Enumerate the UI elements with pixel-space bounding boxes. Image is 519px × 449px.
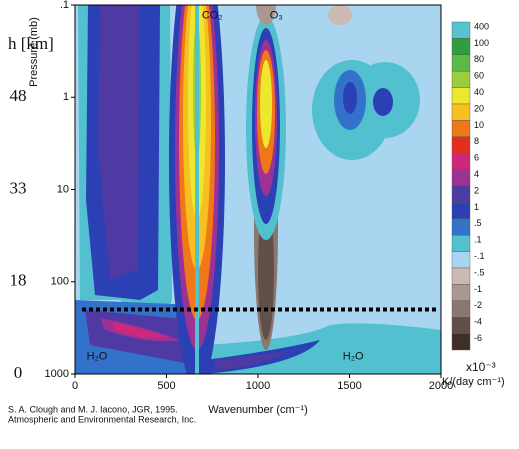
colorbar-cell	[451, 103, 471, 121]
left-axis-title: h [km]	[8, 34, 54, 53]
contour-region	[373, 88, 393, 116]
colorbar-label: 40	[474, 87, 484, 97]
contour-region	[256, 5, 276, 25]
annotation: H₂O	[87, 351, 108, 363]
contour-region	[343, 82, 357, 114]
colorbar-cell	[451, 234, 471, 252]
y-tick-label: 1	[63, 91, 69, 103]
colorbar-cell	[451, 120, 471, 138]
y-tick-label: 100	[51, 276, 69, 288]
colorbar-label: -2	[474, 300, 482, 310]
colorbar-label: -4	[474, 317, 482, 327]
x-tick-label: 500	[157, 380, 175, 392]
x-tick-label: 2000	[429, 380, 453, 392]
annotation: CO₂	[202, 9, 223, 21]
colorbar-label: 20	[474, 103, 484, 113]
h-tick-label: 33	[10, 178, 27, 197]
colorbar-label: 10	[474, 120, 484, 130]
colorbar-label: -.1	[474, 251, 485, 261]
colorbar-cell	[451, 136, 471, 154]
h-tick-label: 48	[10, 86, 27, 105]
colorbar-cell	[451, 267, 471, 285]
colorbar-label: -6	[474, 333, 482, 343]
colorbar-label: 8	[474, 136, 479, 146]
y-tick-label: 1000	[45, 368, 69, 380]
colorbar-cell	[451, 21, 471, 39]
y-tick-label: .1	[60, 0, 69, 11]
colorbar-label: .1	[474, 235, 482, 245]
colorbar-cell	[451, 54, 471, 72]
colorbar-label: 2	[474, 185, 479, 195]
colorbar-label: 6	[474, 153, 479, 163]
colorbar-label: 1	[474, 202, 479, 212]
colorbar-cell	[451, 185, 471, 203]
contour-region	[215, 350, 290, 370]
colorbar-cell	[451, 284, 471, 301]
colorbar-cell	[451, 70, 471, 88]
h-tick-label: 0	[14, 363, 23, 382]
contour-region	[112, 322, 170, 339]
colorbar-cell	[451, 202, 471, 219]
x-tick-label: 0	[72, 380, 78, 392]
colorbar-cell	[451, 317, 471, 334]
colorbar-scale: x10⁻³	[466, 360, 496, 374]
colorbar-cell	[451, 169, 471, 187]
colorbar-cell	[451, 218, 471, 236]
colorbar-cell	[451, 300, 471, 318]
colorbar-cell	[451, 38, 471, 56]
credit: S. A. Clough and M. J. Iacono, JGR, 1995…	[8, 404, 178, 414]
contour-region	[328, 5, 352, 25]
colorbar-label: -1	[474, 284, 482, 294]
colorbar-label: 100	[474, 38, 489, 48]
y-tick-label: 10	[57, 183, 69, 195]
colorbar-label: 80	[474, 54, 484, 64]
colorbar-cell	[451, 333, 471, 351]
colorbar-label: .5	[474, 218, 482, 228]
colorbar-label: -.5	[474, 267, 485, 277]
x-tick-label: 1500	[337, 380, 361, 392]
colorbar-cell	[451, 152, 471, 170]
colorbar-label: 400	[474, 21, 489, 31]
contour-region	[195, 5, 199, 374]
contour-region	[98, 5, 140, 280]
x-axis-title: Wavenumber (cm⁻¹)	[208, 404, 308, 416]
annotation: H₂O	[343, 351, 364, 363]
y-axis-title: Pressure (mb)	[28, 17, 40, 87]
colorbar-cell	[451, 251, 471, 269]
h-tick-label: 18	[10, 271, 27, 290]
credit: Atmospheric and Environmental Research, …	[8, 414, 196, 424]
colorbar-label: 60	[474, 71, 484, 81]
colorbar-unit: K/(day cm⁻¹)	[442, 376, 505, 388]
annotation: O₃	[270, 9, 283, 21]
colorbar-cell	[451, 87, 471, 105]
contour-field	[75, 5, 441, 374]
contour-region	[260, 60, 272, 148]
x-tick-label: 1000	[246, 380, 270, 392]
colorbar-label: 4	[474, 169, 479, 179]
